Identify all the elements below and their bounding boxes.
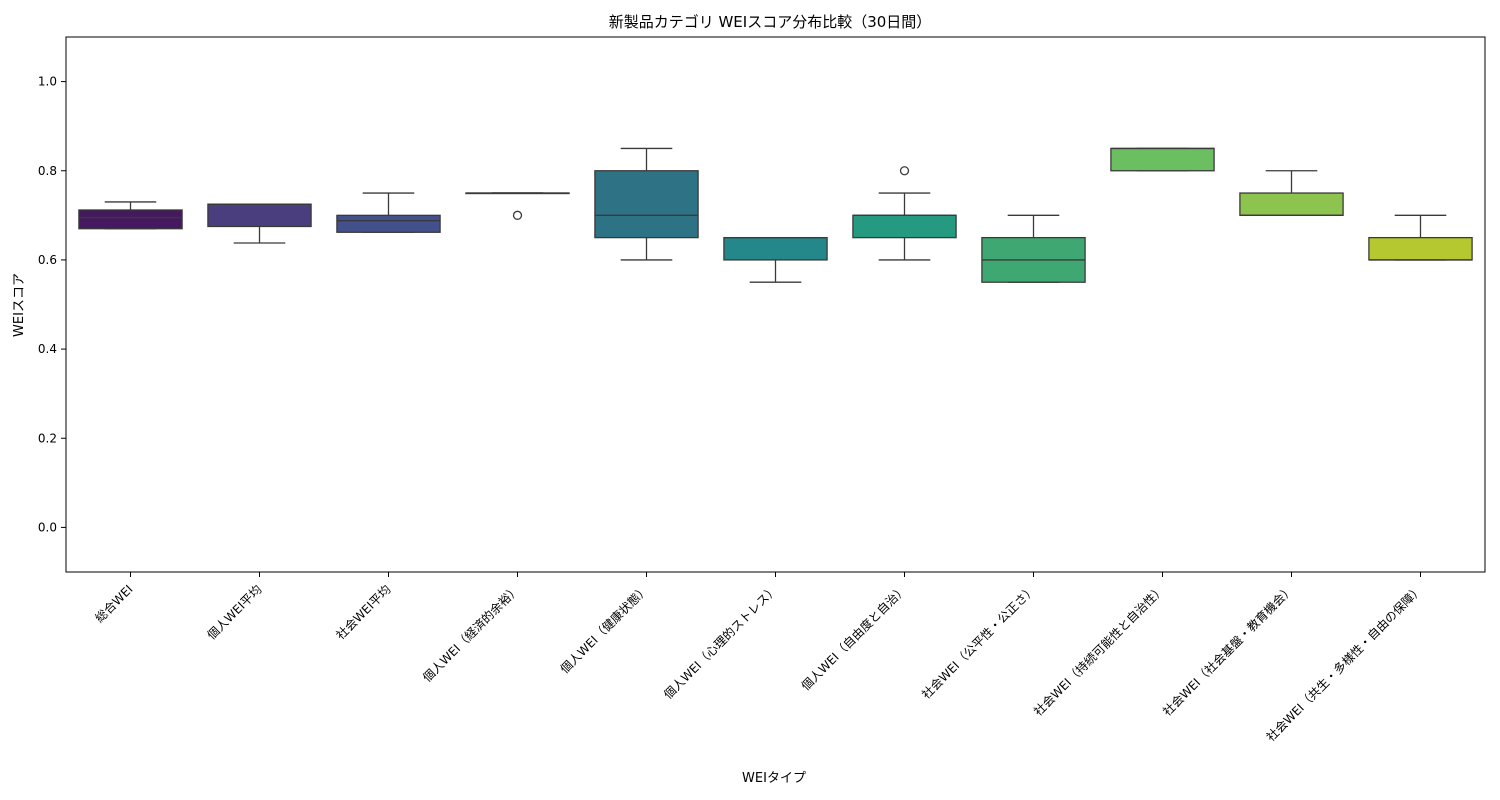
- x-tick-label: 総合WEI: [92, 582, 136, 626]
- box-2: [207, 203, 312, 244]
- y-tick-label: 1.0: [38, 75, 57, 89]
- chart-title: 新製品カテゴリ WEIスコア分布比較（30日間）: [609, 13, 932, 31]
- iqr-box: [1110, 147, 1215, 172]
- outlier-point: [899, 166, 910, 176]
- outlier-point: [512, 210, 523, 220]
- y-axis: 0.0 0.2 0.4 0.6 0.8 1.0: [38, 75, 66, 534]
- boxes-group: [78, 147, 1473, 283]
- plot-frame: [65, 36, 1486, 573]
- iqr-box: [1368, 236, 1473, 261]
- x-tick-label: 社会WEI（社会基盤・教育機会）: [1159, 582, 1296, 719]
- box-9: [1110, 147, 1215, 172]
- iqr-box: [207, 203, 312, 228]
- box-1: [78, 201, 183, 230]
- iqr-box: [594, 170, 699, 239]
- y-tick-label: 0.6: [38, 253, 57, 267]
- box-8: [981, 214, 1086, 283]
- x-tick-label: 個人WEI（経済的余裕）: [419, 582, 522, 685]
- y-tick-label: 0.8: [38, 164, 57, 178]
- box-10: [1239, 170, 1344, 216]
- box-7: [852, 166, 957, 261]
- iqr-box: [852, 214, 957, 239]
- iqr-box: [78, 209, 183, 230]
- box-3: [336, 192, 441, 233]
- iqr-box: [336, 214, 441, 233]
- x-tick-label: 社会WEI（持続可能性と自治性）: [1030, 582, 1167, 719]
- box-5: [594, 147, 699, 261]
- iqr-box: [723, 236, 828, 261]
- x-tick-label: 社会WEI（公平性・公正さ）: [918, 582, 1038, 702]
- x-tick-label: 個人WEI（心理的ストレス）: [660, 582, 780, 702]
- box-11: [1368, 214, 1473, 261]
- y-axis-label: WEIスコア: [12, 273, 27, 337]
- x-tick-label: 社会WEI（共生・多様性・自由の保障）: [1263, 582, 1426, 745]
- y-tick-label: 0.4: [38, 342, 57, 356]
- x-tick-label: 個人WEI（自由度と自治）: [798, 582, 910, 694]
- x-tick-label: 個人WEI平均: [205, 582, 265, 642]
- iqr-box: [1239, 192, 1344, 216]
- box-6: [723, 236, 828, 283]
- box-4: [465, 192, 570, 220]
- x-axis: 総合WEI 個人WEI平均 社会WEI平均 個人WEI（経済的余裕） 個人WEI（健康状…: [92, 572, 1426, 744]
- x-tick-label: 社会WEI平均: [333, 582, 394, 643]
- x-tick-label: 個人WEI（健康状態）: [557, 582, 652, 677]
- y-tick-label: 0.0: [38, 520, 57, 534]
- x-axis-label: WEIタイプ: [742, 771, 806, 786]
- y-tick-label: 0.2: [38, 431, 57, 445]
